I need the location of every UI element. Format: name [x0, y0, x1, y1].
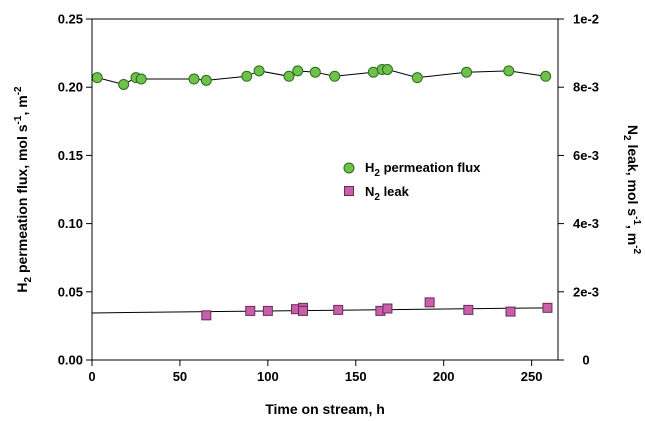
x-tick-label: 250 [521, 369, 543, 384]
h2-flux-point [135, 73, 147, 85]
h2-flux-point [381, 63, 393, 75]
h2-flux-point [309, 66, 321, 78]
n2-leak-point [542, 302, 553, 313]
tick-labels: 0 50 100 150 200 250 0.00 0.05 0.10 0.15 0.20 0.25 0… [58, 12, 599, 385]
y-left-title-sup1: -1 [13, 115, 24, 124]
h2-flux-point [540, 70, 552, 82]
legend-n2-rest: leak [380, 184, 410, 199]
h2-flux-point [329, 70, 341, 82]
y-left-tick-label: 0.10 [58, 216, 83, 231]
y-right-title-sup2: -2 [631, 245, 642, 254]
n2-leak-point [262, 305, 273, 316]
y-right-tick-label: 4e-3 [573, 216, 599, 231]
legend-h2-label: H2 permeation flux [365, 160, 481, 179]
h2-flux-point [503, 65, 515, 77]
n2-leak-series [91, 297, 553, 321]
x-tick-label: 150 [345, 369, 367, 384]
x-axis-title: Time on stream, h [265, 401, 385, 417]
h2-flux-point [118, 78, 130, 90]
tick-marks [86, 18, 564, 366]
y-left-title-sup2: -2 [13, 86, 24, 95]
n2-leak-point [298, 305, 309, 316]
h2-flux-series [91, 63, 552, 90]
n2-leak-point [505, 306, 516, 317]
h2-flux-point [200, 74, 212, 86]
y-right-title-mid: , m [625, 225, 641, 245]
h2-flux-point [283, 70, 295, 82]
x-tick-label: 0 [88, 369, 95, 384]
n2-leak-point [424, 297, 435, 308]
y-right-tick-label: 6e-3 [573, 148, 599, 163]
y-right-tick-label: 2e-3 [573, 284, 599, 299]
h2-flux-line [97, 68, 546, 86]
y-left-title-mid: , m [14, 95, 30, 115]
h2-flux-point [292, 65, 304, 77]
y-left-tick-label: 0.25 [58, 12, 83, 27]
n2-leak-point [333, 304, 344, 315]
y-left-title-sub: 2 [23, 276, 34, 282]
legend-n2-label: N2 leak [365, 184, 410, 203]
legend-box [336, 150, 544, 212]
legend: H2 permeation flux N2 leak [336, 150, 544, 212]
n2-leak-point [201, 310, 212, 321]
n2-leak-point [463, 304, 474, 315]
legend-n2-main: N [365, 184, 374, 199]
n2-leak-point [382, 303, 393, 314]
y-right-tick-label: 0 [582, 353, 589, 368]
n2-leak-point [245, 305, 256, 316]
y-axis-right-title: N2 leak, mol s-1, m-2 [621, 125, 642, 255]
legend-h2-rest: permeation flux [380, 160, 481, 175]
legend-n2-marker [344, 186, 354, 196]
h2-flux-point [411, 72, 423, 84]
h2-flux-point [188, 73, 200, 85]
y-left-tick-label: 0.15 [58, 148, 83, 163]
h2-flux-point [253, 65, 265, 77]
plot-frame [91, 18, 559, 361]
legend-h2-sub: 2 [374, 168, 380, 179]
x-tick-label: 50 [173, 369, 187, 384]
y-left-tick-label: 0.00 [58, 353, 83, 368]
y-axis-left-title: H2 permeation flux, mol s-1, m-2 [13, 86, 34, 293]
y-left-tick-label: 0.05 [58, 284, 83, 299]
legend-h2-marker [343, 162, 355, 174]
y-right-tick-label: 8e-3 [573, 80, 599, 95]
h2-flux-point [241, 70, 253, 82]
x-tick-label: 200 [433, 369, 455, 384]
y-left-title-main: H [14, 282, 30, 292]
n2-leak-trend-line [91, 307, 550, 314]
h2-flux-point [461, 66, 473, 78]
y-right-title-sub: 2 [621, 135, 632, 141]
y-left-title-rest: permeation flux, mol s [14, 124, 30, 277]
x-tick-label: 100 [257, 369, 279, 384]
y-right-title-main: N [625, 125, 641, 135]
legend-n2-sub: 2 [374, 192, 380, 203]
legend-h2-main: H [365, 160, 374, 175]
y-right-title-rest: leak, mol s [625, 141, 641, 217]
y-right-title-sup1: -1 [631, 216, 642, 225]
h2-flux-point [91, 72, 103, 84]
y-right-tick-label: 1e-2 [573, 12, 599, 27]
y-left-tick-label: 0.20 [58, 80, 83, 95]
